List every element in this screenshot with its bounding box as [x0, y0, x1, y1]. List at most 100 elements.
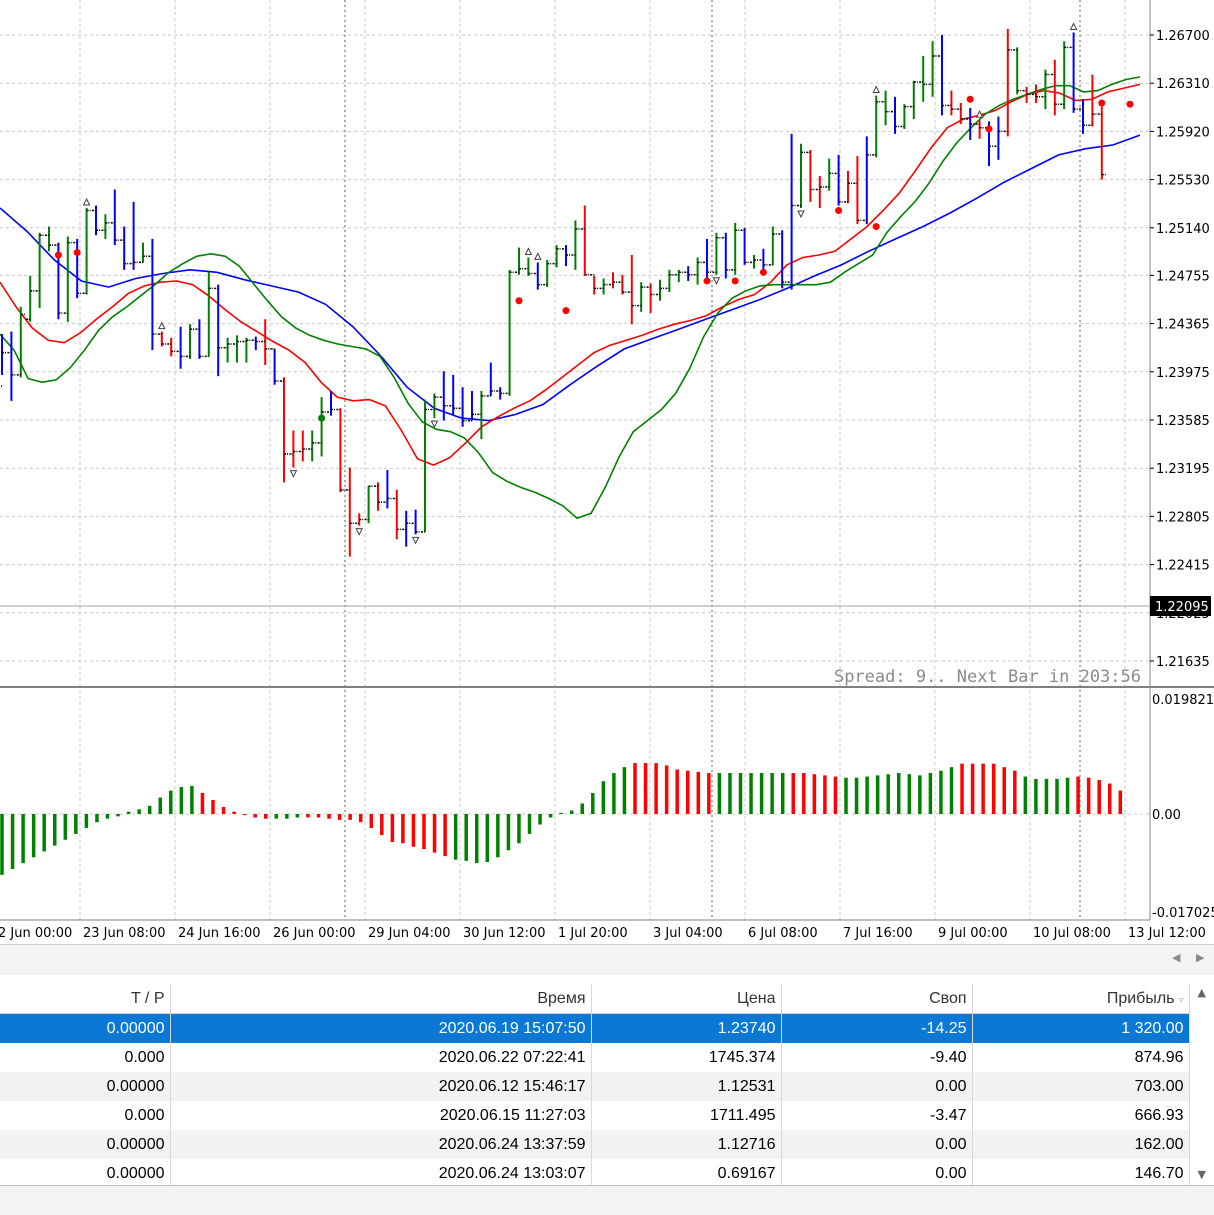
price-bar — [693, 257, 702, 285]
column-header-profit[interactable]: Прибыль ▿ — [972, 984, 1190, 1014]
price-bar — [768, 226, 777, 266]
table-row[interactable]: 0.000 2020.06.15 11:27:03 1711.495 -3.47… — [0, 1101, 1190, 1130]
time-tick-label: 1 Jul 20:00 — [558, 926, 628, 941]
price-bar — [1022, 86, 1031, 103]
price-bar — [919, 56, 928, 102]
signal-dot-red — [562, 307, 570, 315]
price-bar — [956, 102, 965, 124]
price-bar — [439, 371, 448, 421]
price-bar — [289, 430, 298, 468]
column-header-swap[interactable]: Своп — [781, 984, 973, 1014]
price-bar — [430, 393, 439, 419]
price-bar — [364, 485, 373, 524]
price-bar — [712, 232, 721, 275]
price-bar — [449, 374, 458, 416]
cell-swap: 0.00 — [781, 1159, 973, 1188]
price-bar — [120, 226, 129, 270]
price-bar — [684, 266, 693, 281]
scroll-left-icon[interactable]: ◀ — [1172, 951, 1181, 964]
time-tick-label: 10 Jul 08:00 — [1033, 926, 1111, 941]
price-bar — [1050, 59, 1059, 116]
price-bar — [966, 107, 975, 141]
price-bar — [270, 348, 279, 385]
signal-dot-red — [966, 95, 974, 103]
cell-tp: 0.00000 — [0, 1072, 171, 1101]
scroll-down-icon[interactable]: ▼ — [1197, 1168, 1206, 1181]
price-bar — [674, 269, 683, 283]
terminal-status-bar — [0, 1185, 1214, 1215]
cell-time: 2020.06.24 13:03:07 — [170, 1159, 592, 1188]
table-row[interactable]: 0.000 2020.06.22 07:22:41 1745.374 -9.40… — [0, 1043, 1190, 1072]
price-bar — [759, 248, 768, 273]
table-row[interactable]: 0.00000 2020.06.12 15:46:17 1.12531 0.00… — [0, 1072, 1190, 1101]
signal-dot-red — [703, 277, 711, 285]
price-bar — [176, 326, 185, 369]
price-bar — [110, 189, 119, 246]
price-bar — [844, 170, 852, 204]
ma-red-line — [0, 83, 1141, 466]
time-tick-label: 30 Jun 12:00 — [463, 926, 546, 941]
price-bar — [129, 201, 138, 270]
price-bar — [975, 120, 984, 139]
ma-blue-line — [0, 134, 1141, 422]
price-bar — [891, 96, 899, 134]
fractal-up-icon — [872, 85, 881, 94]
price-bar — [881, 90, 890, 126]
signal-dot-green — [318, 414, 326, 422]
price-bar — [45, 226, 53, 252]
price-bar — [298, 430, 307, 462]
price-bar — [223, 337, 232, 363]
fractal-down-icon — [797, 210, 805, 219]
price-bar — [533, 262, 542, 290]
cell-tp: 0.000 — [0, 1043, 171, 1072]
column-header-price[interactable]: Цена — [591, 984, 782, 1014]
price-bar — [101, 214, 110, 239]
price-bar — [327, 390, 335, 416]
signal-dot-red — [731, 277, 739, 285]
table-row[interactable]: 0.00000 2020.06.19 15:07:50 1.23740 -14.… — [0, 1013, 1190, 1043]
table-row[interactable]: 0.00000 2020.06.24 13:03:07 0.69167 0.00… — [0, 1159, 1190, 1188]
time-tick-label: 29 Jun 04:00 — [368, 926, 451, 941]
price-chart: 1.26700 1.26310 1.25920 1.25530 1.25140 1.247… — [0, 0, 1214, 941]
price-bar — [63, 236, 72, 322]
price-bar — [35, 232, 44, 309]
sort-icon: ▿ — [1178, 994, 1184, 1005]
time-tick-label: 13 Jul 12:00 — [1128, 926, 1206, 941]
price-bar — [853, 156, 862, 225]
price-bar — [355, 513, 364, 526]
table-row[interactable]: 0.00000 2020.06.24 13:37:59 1.12716 0.00… — [0, 1130, 1190, 1159]
column-header-tp[interactable]: T / P — [0, 984, 171, 1014]
column-header-time[interactable]: Время — [170, 984, 592, 1014]
price-bar — [646, 283, 655, 314]
cell-profit: 162.00 — [972, 1130, 1190, 1159]
price-bar — [825, 158, 834, 191]
chart-markers — [54, 22, 1134, 545]
moving-average-lines — [0, 76, 1141, 520]
scroll-right-icon[interactable]: ▶ — [1196, 951, 1205, 964]
price-bar — [411, 509, 420, 535]
vertical-scrollbar[interactable]: ▲ ▼ — [1188, 984, 1214, 1184]
cell-profit: 146.70 — [972, 1159, 1190, 1188]
fractal-down-icon — [411, 536, 420, 545]
price-bar — [345, 467, 354, 557]
price-bar — [421, 399, 429, 533]
price-bar — [656, 279, 664, 301]
cell-price: 1.12531 — [591, 1072, 782, 1101]
price-bar — [374, 482, 382, 511]
cell-time: 2020.06.24 13:37:59 — [170, 1130, 592, 1159]
price-bar — [242, 337, 251, 363]
price-bar — [862, 136, 871, 225]
price-bar — [562, 245, 570, 267]
price-bar — [157, 331, 166, 347]
price-bar — [834, 154, 843, 206]
price-bar — [543, 259, 552, 288]
cell-tp: 0.00000 — [0, 1013, 171, 1043]
cell-price: 1711.495 — [591, 1101, 782, 1130]
fractal-up-icon — [533, 252, 542, 260]
cell-price: 1745.374 — [591, 1043, 782, 1072]
time-tick-label: 2 Jun 00:00 — [0, 926, 72, 941]
fractal-down-icon — [289, 470, 298, 478]
scroll-up-icon[interactable]: ▲ — [1197, 986, 1206, 999]
table-header: T / P Время Цена Своп Прибыль ▿ — [0, 984, 1190, 1014]
cell-profit: 703.00 — [972, 1072, 1190, 1101]
